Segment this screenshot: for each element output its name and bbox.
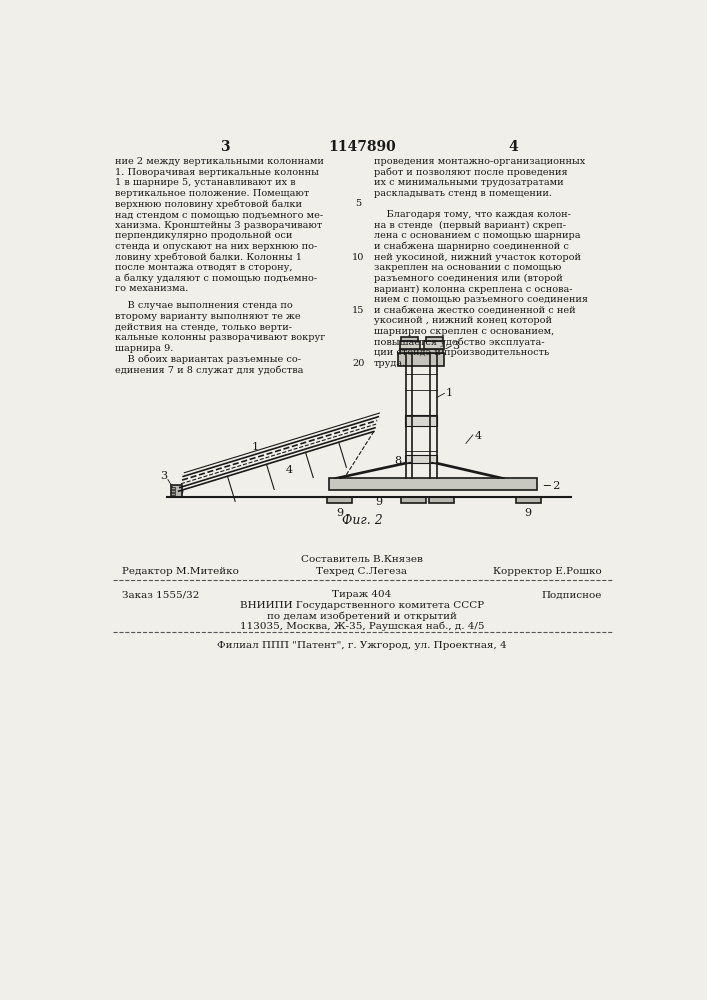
Text: ней укосиной, нижний участок которой: ней укосиной, нижний участок которой	[373, 253, 580, 262]
Text: Корректор Е.Рошко: Корректор Е.Рошко	[493, 567, 602, 576]
Text: по делам изобретений и открытий: по делам изобретений и открытий	[267, 611, 457, 621]
Text: действия на стенде, только верти-: действия на стенде, только верти-	[115, 323, 292, 332]
Text: 1: 1	[446, 388, 453, 398]
Text: после монтажа отводят в сторону,: после монтажа отводят в сторону,	[115, 263, 292, 272]
Text: го механизма.: го механизма.	[115, 284, 188, 293]
Text: В случае выполнения стенда по: В случае выполнения стенда по	[115, 301, 293, 310]
Text: на в стенде  (первый вариант) скреп-: на в стенде (первый вариант) скреп-	[373, 221, 566, 230]
Text: 1. Поворачивая вертикальные колонны: 1. Поворачивая вертикальные колонны	[115, 168, 319, 177]
Text: разъемного соединения или (второй: разъемного соединения или (второй	[373, 274, 562, 283]
Bar	[402, 497, 426, 503]
Text: 3: 3	[220, 140, 230, 154]
Text: 113035, Москва, Ж-35, Раушская наб., д. 4/5: 113035, Москва, Ж-35, Раушская наб., д. …	[240, 621, 484, 631]
Text: нием с помощью разъемного соединения: нием с помощью разъемного соединения	[373, 295, 588, 304]
Text: закреплен на основании с помощью: закреплен на основании с помощью	[373, 263, 561, 272]
Text: 15: 15	[352, 306, 364, 315]
Bar	[329, 478, 537, 490]
Text: укосиной , нижний конец которой: укосиной , нижний конец которой	[373, 316, 551, 325]
Bar	[399, 341, 420, 349]
Text: ции стенда и производительность: ции стенда и производительность	[373, 348, 549, 357]
Bar	[399, 349, 443, 353]
Text: Благодаря тому, что каждая колон-: Благодаря тому, что каждая колон-	[373, 210, 571, 219]
Bar	[171, 493, 175, 495]
Bar	[429, 497, 454, 503]
Text: труда.: труда.	[373, 359, 406, 368]
Bar	[405, 455, 438, 463]
Text: ─ 2: ─ 2	[543, 481, 560, 491]
Text: повышается удобство эксплуата-: повышается удобство эксплуата-	[373, 338, 544, 347]
Text: 1147890: 1147890	[328, 140, 396, 154]
Text: 5: 5	[355, 199, 361, 208]
Text: шарнира 9.: шарнира 9.	[115, 344, 173, 353]
Text: проведения монтажно-организационных: проведения монтажно-организационных	[373, 157, 585, 166]
Text: Составитель В.Князев: Составитель В.Князев	[301, 555, 423, 564]
Text: стенда и опускают на них верхнюю по-: стенда и опускают на них верхнюю по-	[115, 242, 317, 251]
Text: 1 в шарнире 5, устанавливают их в: 1 в шарнире 5, устанавливают их в	[115, 178, 296, 187]
Text: а балку удаляют с помощью подъемно-: а балку удаляют с помощью подъемно-	[115, 274, 317, 283]
Text: Тираж 404: Тираж 404	[332, 590, 392, 599]
Text: 9: 9	[525, 508, 532, 518]
Bar	[424, 341, 444, 349]
Bar	[171, 485, 182, 497]
Text: единения 7 и 8 служат для удобства: единения 7 и 8 служат для удобства	[115, 365, 303, 375]
Text: 9: 9	[375, 497, 382, 507]
Text: 10: 10	[352, 253, 364, 262]
Text: кальные колонны разворачивают вокруг: кальные колонны разворачивают вокруг	[115, 333, 325, 342]
Circle shape	[175, 487, 182, 495]
Text: и снабжена шарнирно соединенной с: и снабжена шарнирно соединенной с	[373, 242, 568, 251]
Text: и снабжена жестко соединенной с ней: и снабжена жестко соединенной с ней	[373, 306, 575, 315]
Text: вертикальное положение. Помещают: вертикальное положение. Помещают	[115, 189, 309, 198]
Text: ханизма. Кронштейны 3 разворачивают: ханизма. Кронштейны 3 разворачивают	[115, 221, 322, 230]
Text: 4: 4	[286, 465, 293, 475]
Text: раскладывать стенд в помещении.: раскладывать стенд в помещении.	[373, 189, 551, 198]
Text: их с минимальными трудозатратами: их с минимальными трудозатратами	[373, 178, 563, 187]
Text: ВНИИПИ Государственного комитета СССР: ВНИИПИ Государственного комитета СССР	[240, 601, 484, 610]
Text: второму варианту выполняют те же: второму варианту выполняют те же	[115, 312, 300, 321]
Text: шарнирно скреплен с основанием,: шарнирно скреплен с основанием,	[373, 327, 554, 336]
Text: 3: 3	[160, 471, 167, 481]
Text: лена с основанием с помощью шарнира: лена с основанием с помощью шарнира	[373, 231, 580, 240]
Text: Фиг. 2: Фиг. 2	[341, 514, 382, 527]
Text: 4: 4	[509, 140, 518, 154]
Text: верхнюю половину хребтовой балки: верхнюю половину хребтовой балки	[115, 199, 302, 209]
Text: ние 2 между вертикальными колоннами: ние 2 между вертикальными колоннами	[115, 157, 324, 166]
Text: работ и позволяют после проведения: работ и позволяют после проведения	[373, 168, 567, 177]
Bar	[402, 337, 418, 341]
Bar	[171, 487, 175, 489]
Bar	[398, 353, 444, 366]
Text: 1: 1	[252, 442, 259, 452]
Bar	[171, 490, 175, 492]
Text: 20: 20	[352, 359, 364, 368]
Bar	[405, 415, 438, 426]
Text: 3: 3	[452, 341, 459, 351]
Bar	[327, 497, 352, 503]
Text: Подписное: Подписное	[542, 590, 602, 599]
Text: 4: 4	[475, 431, 482, 441]
Bar	[426, 337, 443, 341]
Text: ловину хребтовой балки. Колонны 1: ловину хребтовой балки. Колонны 1	[115, 253, 302, 262]
Text: над стендом с помощью подъемного ме-: над стендом с помощью подъемного ме-	[115, 210, 323, 219]
Bar	[516, 497, 541, 503]
Text: Техред С.Легеза: Техред С.Легеза	[317, 567, 407, 576]
Text: 9: 9	[336, 508, 343, 518]
Text: 8: 8	[395, 456, 402, 466]
Text: В обоих вариантах разъемные со-: В обоих вариантах разъемные со-	[115, 355, 300, 364]
Text: Филиал ППП "Патент", г. Ужгород, ул. Проектная, 4: Филиал ППП "Патент", г. Ужгород, ул. Про…	[217, 641, 507, 650]
Text: Редактор М.Митейко: Редактор М.Митейко	[122, 567, 240, 576]
Text: перпендикулярно продольной оси: перпендикулярно продольной оси	[115, 231, 292, 240]
Text: вариант) колонна скреплена с основа-: вариант) колонна скреплена с основа-	[373, 284, 572, 294]
Text: Заказ 1555/32: Заказ 1555/32	[122, 590, 200, 599]
